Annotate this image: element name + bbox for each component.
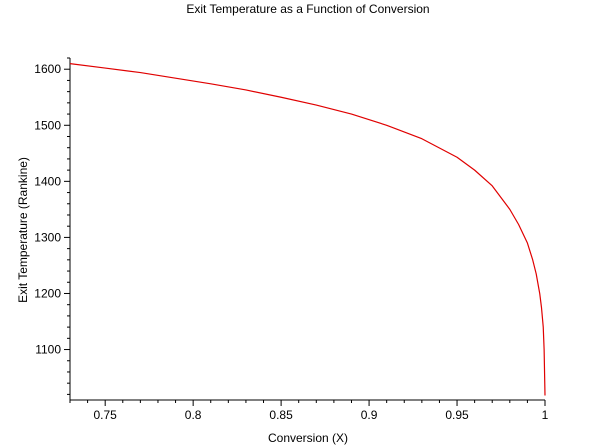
x-tick-label: 0.95 [445,408,469,422]
y-tick-label: 1400 [34,174,61,188]
y-axis-label: Exit Temperature (Rankine) [16,157,30,303]
y-tick-label: 1600 [34,62,61,76]
x-tick-label: 0.85 [269,408,293,422]
x-tick-label: 0.8 [185,408,202,422]
x-axis-label: Conversion (X) [268,431,348,445]
y-axis-ticks: 1100 1200 1300 1400 1500 1600 [34,57,70,395]
y-tick-label: 1300 [34,230,61,244]
x-tick-label: 0.9 [361,408,378,422]
y-tick-label: 1500 [34,118,61,132]
x-axis-ticks: 0.75 0.8 0.85 0.9 0.95 1 [69,400,549,422]
y-tick-label: 1200 [34,286,61,300]
series-layer [69,63,546,396]
y-tick-label: 1100 [35,343,61,357]
x-tick-label: 0.75 [94,408,118,422]
series-line [69,63,546,396]
x-tick-label: 1 [542,408,549,422]
chart-title: Exit Temperature as a Function of Conver… [186,2,429,16]
